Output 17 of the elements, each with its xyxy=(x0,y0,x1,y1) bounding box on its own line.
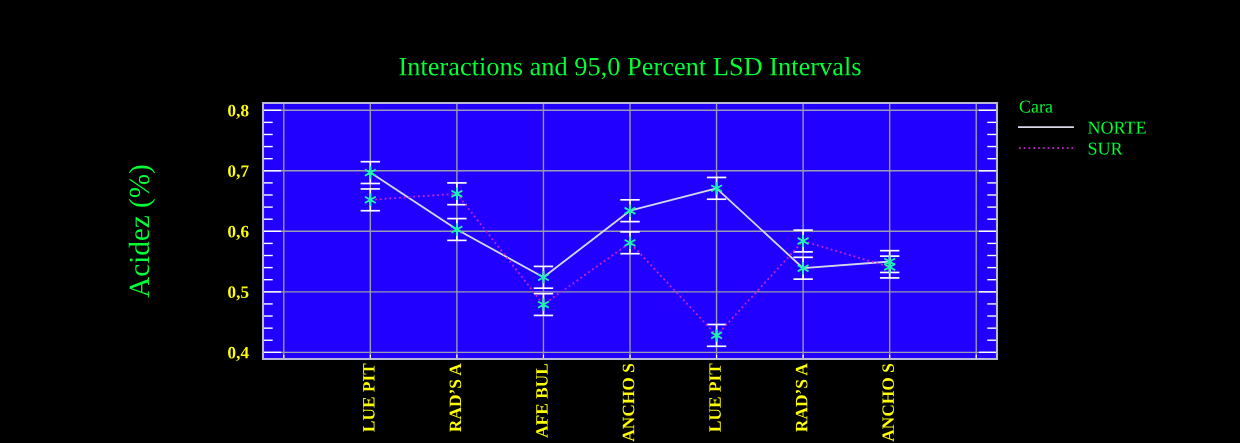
x-tick-label: RAD’S A xyxy=(449,363,462,432)
y-tick-label: 0,7 xyxy=(228,165,249,180)
y-axis-title: Acidez (%) xyxy=(128,165,156,298)
chart-title: Interactions and 95,0 Percent LSD Intervals xyxy=(399,56,861,80)
legend-title: Cara xyxy=(1019,100,1053,113)
x-tick-label: ANCHO S xyxy=(622,363,635,442)
y-tick-label: 0,8 xyxy=(228,104,249,119)
x-tick-label: LUE PIT xyxy=(363,363,375,432)
y-tick-label: 0,6 xyxy=(228,225,249,241)
y-tick-label: 0,5 xyxy=(228,286,249,301)
x-tick-label: ANCHO S xyxy=(882,363,895,442)
x-tick-label: LUE PIT xyxy=(709,363,721,432)
x-tick-label: RAD’S A xyxy=(795,363,808,432)
x-tick-label: AFE BUL xyxy=(536,363,548,438)
y-tick-label: 0,4 xyxy=(228,346,249,362)
legend-label: SUR xyxy=(1088,142,1123,155)
legend-label: NORTE xyxy=(1088,121,1146,134)
